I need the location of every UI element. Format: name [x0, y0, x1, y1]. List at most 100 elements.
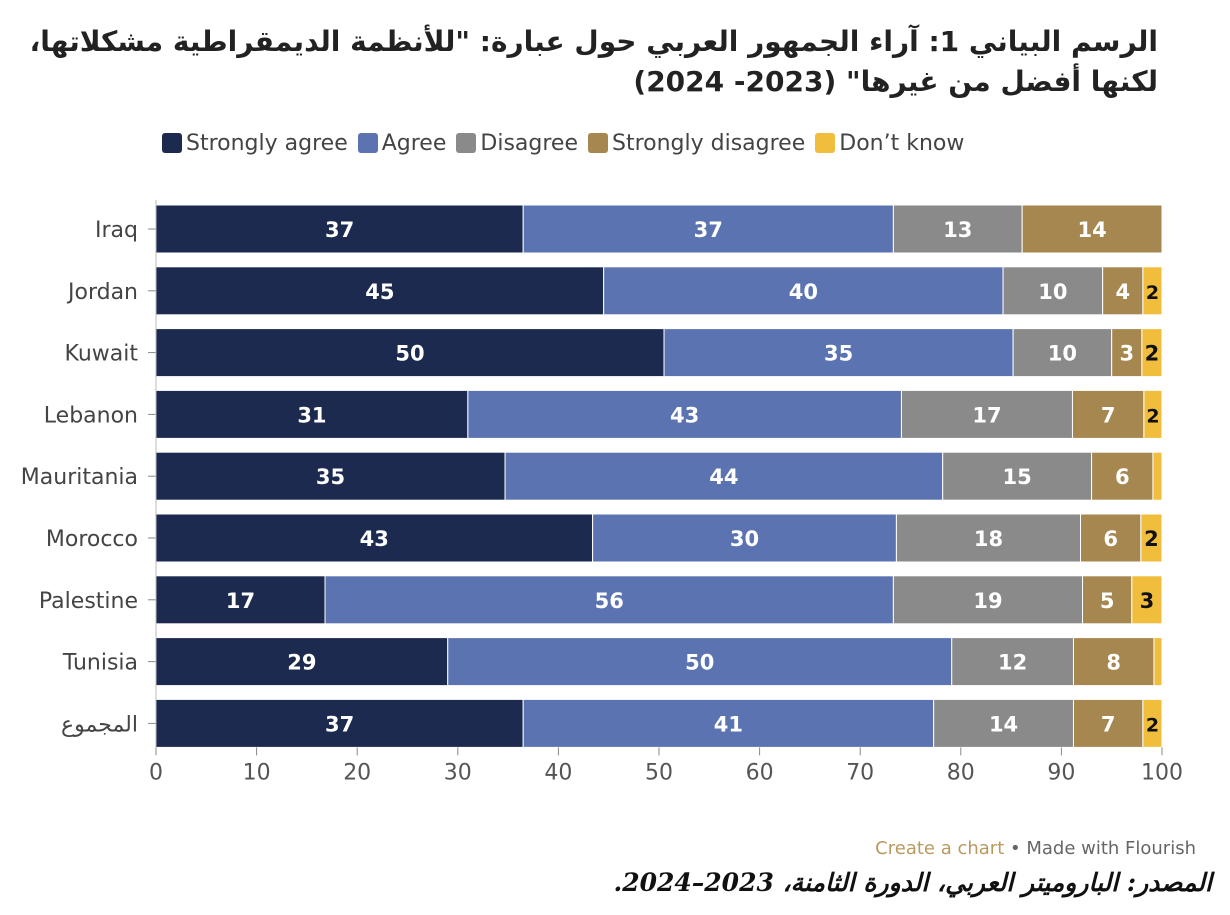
bar-segment [155, 698, 524, 748]
bar-segment [1072, 698, 1144, 748]
data-label: 2 [1146, 714, 1159, 736]
bar-segment [1152, 451, 1163, 501]
bar-segment [155, 328, 665, 378]
legend-label: Strongly agree [186, 130, 348, 156]
data-label: 7 [1101, 403, 1116, 427]
data-label: 40 [789, 280, 818, 304]
data-label: 37 [694, 218, 723, 242]
legend-item[interactable]: Don’t know [815, 131, 964, 156]
bar-segment [155, 204, 524, 254]
data-label: 13 [943, 218, 972, 242]
category-label: Mauritania [21, 465, 138, 490]
bar-segment [1102, 266, 1144, 316]
bar-segment [892, 204, 1023, 254]
bar-segment [467, 389, 902, 439]
bar-segment [504, 451, 944, 501]
data-label: 2 [1146, 405, 1159, 427]
x-tick-label: 70 [846, 760, 874, 785]
bar-segment [663, 328, 1014, 378]
bar-segment [522, 204, 894, 254]
create-chart-link[interactable]: Create a chart [875, 838, 1005, 859]
data-label: 19 [973, 589, 1002, 613]
x-tick-label: 0 [149, 760, 163, 785]
x-tick-label: 90 [1047, 760, 1075, 785]
data-label: 15 [1003, 465, 1032, 489]
legend-label: Strongly disagree [611, 130, 806, 156]
data-label: 37 [325, 712, 354, 736]
legend-label: Disagree [480, 130, 578, 156]
bar-segment [1091, 451, 1154, 501]
bar-segment [1141, 328, 1163, 378]
data-label: 6 [1103, 527, 1118, 551]
x-tick-label: 30 [444, 760, 472, 785]
x-tick-label: 10 [243, 760, 271, 785]
data-label: 43 [360, 527, 389, 551]
bar-segment [1140, 513, 1163, 563]
bar-segment [155, 513, 594, 563]
bar-segment [1111, 328, 1143, 378]
bar-segment [892, 575, 1084, 625]
data-label: 30 [730, 527, 759, 551]
category-label: Kuwait [65, 342, 139, 367]
legend-item[interactable]: Strongly disagree [587, 130, 806, 156]
bar-segment [1142, 266, 1163, 316]
data-label: 31 [297, 403, 326, 427]
data-label: 3 [1140, 589, 1155, 613]
bar-segment [155, 451, 506, 501]
bar-segment [1082, 575, 1133, 625]
data-label: 56 [595, 589, 624, 613]
source-note: المصدر: الباروميتر العربي، الدورة الثامن… [613, 868, 1212, 897]
x-tick-label: 60 [746, 760, 774, 785]
data-label: 29 [287, 651, 316, 675]
data-label: 50 [395, 342, 424, 366]
flourish-credit: Create a chart • Made with Flourish [875, 838, 1196, 859]
legend-swatch [815, 133, 836, 153]
bar-segment [1153, 637, 1163, 687]
data-label: 17 [226, 589, 255, 613]
data-label: 41 [714, 712, 743, 736]
bar-segment [1071, 389, 1145, 439]
data-label: 35 [824, 342, 853, 366]
legend-item[interactable]: Disagree [456, 131, 578, 156]
bar-segment [1080, 513, 1142, 563]
bar-segment [155, 575, 326, 625]
data-label: 2 [1144, 527, 1159, 551]
bar-segment [1131, 575, 1163, 625]
data-label: 50 [685, 651, 714, 675]
data-label: 5 [1100, 589, 1115, 613]
data-label: 6 [1115, 465, 1130, 489]
data-label: 10 [1038, 280, 1067, 304]
legend-label: Agree [381, 130, 447, 156]
bar-segment [155, 637, 449, 687]
legend-swatch [587, 133, 608, 153]
category-label: Palestine [39, 589, 138, 614]
x-tick-label: 80 [947, 760, 975, 785]
data-label: 35 [316, 465, 345, 489]
x-tick-label: 50 [645, 760, 673, 785]
bar-segment [447, 637, 953, 687]
bar-segment [933, 698, 1074, 748]
category-label: Morocco [46, 527, 138, 552]
bar-segment [1072, 637, 1155, 687]
bar-segment [1142, 698, 1163, 748]
bar-segment [324, 575, 894, 625]
bar-segment [1002, 266, 1104, 316]
bar-segment [522, 698, 935, 748]
bar-segment [603, 266, 1004, 316]
chart-title: الرسم البياني 1: آراء الجمهور العربي حول… [29, 25, 1158, 98]
category-label: المجموع [61, 712, 138, 737]
data-label: 43 [670, 403, 699, 427]
data-label: 2 [1145, 342, 1160, 366]
data-label: 7 [1101, 712, 1116, 736]
made-with-flourish-link[interactable]: Made with Flourish [1026, 838, 1196, 859]
data-label: 4 [1115, 280, 1130, 304]
bar-segment [1021, 204, 1163, 254]
bar-segment [895, 513, 1082, 563]
data-label: 12 [998, 651, 1027, 675]
x-tick-label: 20 [343, 760, 371, 785]
legend-item[interactable]: Agree [357, 130, 447, 156]
legend-item[interactable]: Strongly agree [162, 131, 348, 156]
category-label: Tunisia [62, 651, 138, 676]
category-label: Iraq [95, 218, 138, 243]
